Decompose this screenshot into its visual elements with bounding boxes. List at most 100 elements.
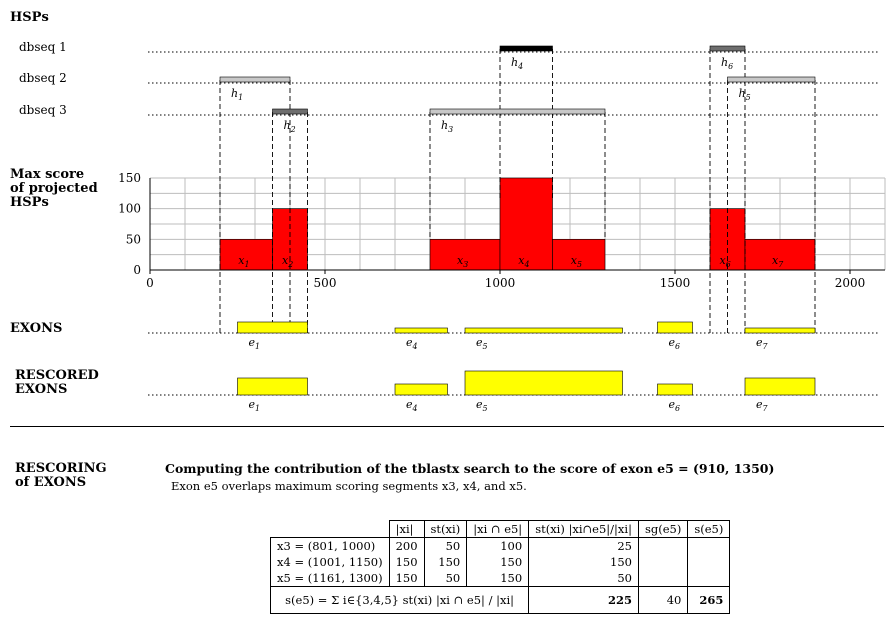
- hsp-label-h2: h2: [284, 119, 296, 134]
- x-tick-label: 1500: [660, 276, 691, 290]
- header-s: s(e5): [687, 520, 731, 538]
- row-len: 150: [388, 554, 425, 570]
- rescored-exon-e5: [464, 370, 623, 396]
- header-st: st(xi): [423, 520, 468, 538]
- x-tick-label: 0: [146, 276, 154, 290]
- bar-label-x1: x1: [238, 254, 249, 269]
- bar-label-x4: x4: [518, 254, 529, 269]
- section-rescored: RESCORED EXONS: [15, 369, 99, 397]
- header-sg: sg(e5): [637, 520, 689, 538]
- hsp-bar-h5: [727, 76, 816, 83]
- score-bar-x4: [499, 177, 553, 271]
- row-overlap: 150: [466, 554, 530, 570]
- rescored-exon-e4: [394, 383, 448, 396]
- hsp-bars: h1 h2 h3 h4 h5 h6: [219, 45, 816, 134]
- hsp-label-h4: h4: [511, 56, 523, 71]
- row-segment: x5 = (1161, 1300): [270, 570, 390, 587]
- row-st: 50: [423, 570, 468, 587]
- score-bar-x1: [219, 239, 273, 271]
- exon-e4: [394, 327, 448, 334]
- hsp-bar-h2: [272, 108, 308, 115]
- rescored-exon-label-e7: e7: [756, 398, 769, 413]
- section-hsps: HSPs: [10, 10, 49, 25]
- rescoring-subtext: Exon e5 overlaps maximum scoring segment…: [171, 479, 527, 493]
- s-value: 265: [687, 586, 731, 614]
- exon-label-e1: e1: [249, 336, 261, 351]
- y-tick-label: 150: [118, 171, 141, 185]
- y-tick-label: 50: [126, 232, 141, 246]
- rescoring-line-2: of EXONS: [15, 475, 87, 490]
- dbseq-label-2: dbseq 2: [19, 71, 67, 85]
- bar-label-x6: x6: [720, 254, 731, 269]
- rescored-line-1: RESCORED: [15, 368, 99, 383]
- hsp-label-h1: h1: [231, 87, 243, 102]
- max-score-line-2: of projected: [10, 181, 98, 196]
- row-contrib: 50: [528, 570, 639, 587]
- row-segment: x3 = (801, 1000): [270, 537, 390, 554]
- table-total-row: s(e5) = Σ i∈{3,4,5} st(xi) |xi ∩ e5| / |…: [269, 586, 731, 614]
- row-len: 200: [388, 537, 425, 554]
- section-max-score: Max score of projected HSPs: [10, 168, 98, 210]
- rescored-exon-label-e4: e4: [406, 398, 418, 413]
- x-tick-label: 1000: [485, 276, 516, 290]
- exon-e1: [237, 321, 308, 334]
- y-tick-label: 100: [118, 202, 141, 216]
- row-st: 50: [423, 537, 468, 554]
- max-score-line-1: Max score: [10, 167, 85, 182]
- max-score-line-3: HSPs: [10, 195, 49, 210]
- dbseq-label-1: dbseq 1: [19, 40, 67, 54]
- row-len: 150: [388, 570, 425, 587]
- total-contrib: 225: [528, 586, 639, 614]
- table-row: x3 = (801, 1000) 200 50 100 25: [270, 537, 731, 554]
- sg-value: 40: [637, 586, 689, 614]
- hsp-label-h5: h5: [739, 87, 751, 102]
- rescoring-heading: Computing the contribution of the tblast…: [165, 461, 775, 476]
- row-segment: x4 = (1001, 1150): [270, 554, 390, 570]
- exon-e5: [464, 327, 623, 334]
- rescored-line-2: EXONS: [15, 382, 68, 397]
- section-rescoring: RESCORING of EXONS: [15, 462, 107, 490]
- x-tick-label: 500: [314, 276, 337, 290]
- formula: s(e5) = Σ i∈{3,4,5} st(xi) |xi ∩ e5| / |…: [269, 586, 530, 614]
- chart-axes: 0 500 1000 1500 2000 0 50 100 150: [118, 171, 885, 290]
- hsp-label-h3: h3: [441, 119, 453, 134]
- rescored-exon-e7: [744, 377, 816, 396]
- dbseq-rows: dbseq 1 dbseq 2 dbseq 3: [19, 40, 880, 117]
- table-row: x4 = (1001, 1150) 150 150 150 150: [270, 554, 731, 570]
- rescoring-table: |xi| st(xi) |xi ∩ e5| st(xi) |xi∩e5|/|xi…: [269, 520, 731, 614]
- bar-label-x5: x5: [571, 254, 582, 269]
- bar-label-x3: x3: [457, 254, 468, 269]
- x-tick-label: 2000: [835, 276, 866, 290]
- exon-e7: [744, 327, 816, 334]
- row-contrib: 150: [528, 554, 639, 570]
- exon-label-e7: e7: [756, 336, 769, 351]
- exon-label-e6: e6: [669, 336, 681, 351]
- score-bar-x7: [744, 239, 816, 271]
- row-overlap: 100: [466, 537, 530, 554]
- table-header-row: |xi| st(xi) |xi ∩ e5| st(xi) |xi∩e5|/|xi…: [270, 520, 731, 538]
- header-overlap: |xi ∩ e5|: [466, 520, 530, 538]
- exon-e6: [657, 321, 693, 334]
- exon-rows: e1 e1 e4 e4 e5 e5 e6 e6 e7 e7: [148, 321, 880, 413]
- rescored-exon-label-e5: e5: [476, 398, 488, 413]
- rescored-exon-e6: [657, 383, 693, 396]
- rescoring-line-1: RESCORING: [15, 461, 107, 476]
- score-bar-x3: [429, 239, 501, 271]
- y-tick-label: 0: [133, 263, 141, 277]
- hsp-label-h6: h6: [721, 56, 733, 71]
- section-exons: EXONS: [10, 321, 63, 336]
- exon-label-e5: e5: [476, 336, 488, 351]
- exon-label-e4: e4: [406, 336, 418, 351]
- hsp-bar-h6: [709, 45, 746, 52]
- row-contrib: 25: [528, 537, 639, 554]
- hsp-bar-h4: [499, 45, 553, 52]
- rescored-exon-e1: [237, 377, 308, 396]
- row-overlap: 150: [466, 570, 530, 587]
- row-st: 150: [423, 554, 468, 570]
- hsp-bar-h1: [219, 76, 291, 83]
- hsp-bar-h3: [429, 108, 606, 115]
- header-len: |xi|: [388, 520, 425, 538]
- rescored-exon-label-e6: e6: [669, 398, 681, 413]
- rescored-exon-label-e1: e1: [249, 398, 261, 413]
